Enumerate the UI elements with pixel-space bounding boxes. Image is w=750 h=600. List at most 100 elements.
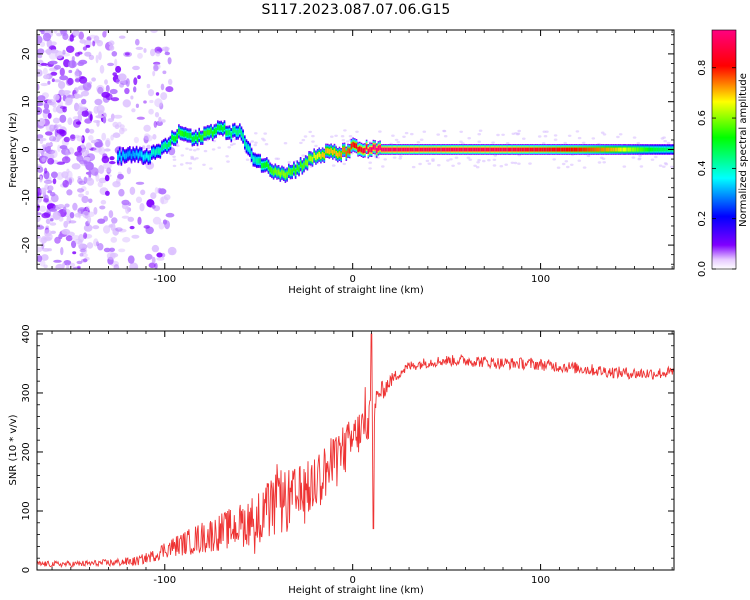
ridge-cell (269, 167, 271, 173)
colorbar-ticks: 0.0 0.2 0.4 0.6 0.8 (697, 60, 736, 277)
noise-blob (76, 260, 83, 265)
ridge-cell (636, 147, 638, 152)
noise-blob (148, 262, 156, 269)
noise-blob (53, 94, 60, 101)
ridge-cell (580, 147, 583, 152)
noise-blob (81, 98, 87, 105)
ridge-cell (239, 127, 241, 133)
noise-blob (552, 158, 556, 161)
ridge-cell (458, 147, 461, 152)
noise-blob (50, 71, 58, 76)
noise-blob (566, 165, 570, 169)
ridge-cell (379, 145, 381, 151)
noise-blob (254, 141, 258, 144)
colorbar-tick-label: 0.2 (697, 211, 708, 227)
noise-blob (185, 161, 189, 165)
noise-blob (66, 264, 70, 269)
noise-blob (49, 222, 57, 226)
noise-blob (345, 140, 350, 143)
ridge-cell (443, 147, 446, 152)
ridge-cell (465, 147, 468, 152)
noise-blob (45, 124, 53, 132)
noise-blob (575, 130, 580, 133)
noise-blob (105, 190, 110, 196)
noise-blob (442, 129, 447, 133)
ridge-cell (257, 158, 260, 164)
noise-blob (134, 265, 138, 269)
noise-blob (89, 34, 97, 39)
ridge-cell (281, 170, 283, 176)
ridge-cell (134, 152, 136, 158)
noise-blob (154, 98, 163, 108)
ridge-cell (348, 148, 351, 154)
ridge-cell (149, 154, 151, 160)
noise-blob (79, 106, 88, 111)
noise-blob (41, 242, 45, 250)
noise-blob (137, 52, 143, 59)
ridge-cell (195, 134, 197, 140)
noise-blob (168, 78, 173, 85)
noise-blob (135, 196, 143, 204)
noise-blob (95, 54, 99, 64)
ridge-cell (624, 147, 627, 152)
noise-blob (151, 244, 160, 253)
noise-blob (125, 205, 130, 214)
noise-blob (348, 135, 353, 138)
ridge-cell (200, 135, 202, 141)
ridge-cell (492, 147, 495, 152)
ridge-cell (288, 168, 290, 174)
ridge-cell (174, 136, 177, 142)
ridge-cell (504, 147, 507, 152)
ridge-cell (392, 147, 395, 152)
noise-blob (477, 159, 481, 162)
ridge-cell (560, 147, 562, 152)
noise-blob (225, 155, 229, 158)
noise-blob (144, 253, 153, 260)
noise-blob (37, 212, 42, 216)
noise-blob (47, 185, 54, 192)
noise-blob (161, 46, 170, 51)
ridge-cell (587, 147, 589, 152)
noise-blob (459, 140, 463, 143)
noise-blob (37, 35, 43, 44)
ridge-cell (340, 152, 342, 158)
noise-blob (662, 165, 666, 168)
noise-blob (147, 89, 155, 97)
noise-blob (135, 181, 145, 185)
ridge-cell (666, 147, 669, 152)
noise-blob (146, 83, 151, 89)
noise-blob (131, 108, 136, 113)
x-tick-label: 0 (349, 575, 355, 586)
noise-blob (90, 167, 99, 176)
noise-blob (517, 162, 521, 165)
noise-blob (577, 159, 582, 162)
noise-blob (135, 46, 144, 51)
noise-blob (100, 199, 107, 205)
noise-blob (74, 70, 80, 79)
noise-blob (69, 34, 74, 42)
noise-blob (126, 167, 131, 175)
noise-blob (416, 141, 421, 144)
ridge-cell (474, 147, 476, 152)
ridge-cell (567, 147, 569, 152)
noise-blob (341, 139, 346, 142)
ridge-cell (431, 147, 434, 152)
noise-blob (466, 156, 471, 159)
ridge-cell (191, 136, 194, 142)
noise-blob (564, 160, 569, 163)
colorbar: 0.0 0.2 0.4 0.6 0.8 Normalized spectral ampl… (697, 29, 749, 277)
noise-blob (180, 154, 185, 157)
ridge-cell (217, 124, 219, 131)
ridge-cell (245, 143, 248, 149)
noise-blob (283, 142, 288, 145)
noise-blob (103, 247, 111, 253)
noise-blob (632, 136, 637, 139)
noise-blob (68, 69, 73, 74)
noise-blob (102, 162, 112, 170)
ridge-cell (550, 147, 552, 152)
noise-blob (67, 117, 73, 125)
noise-blob (62, 206, 67, 213)
noise-blob (158, 188, 167, 195)
noise-blob (51, 78, 55, 83)
noise-blob (86, 177, 92, 182)
